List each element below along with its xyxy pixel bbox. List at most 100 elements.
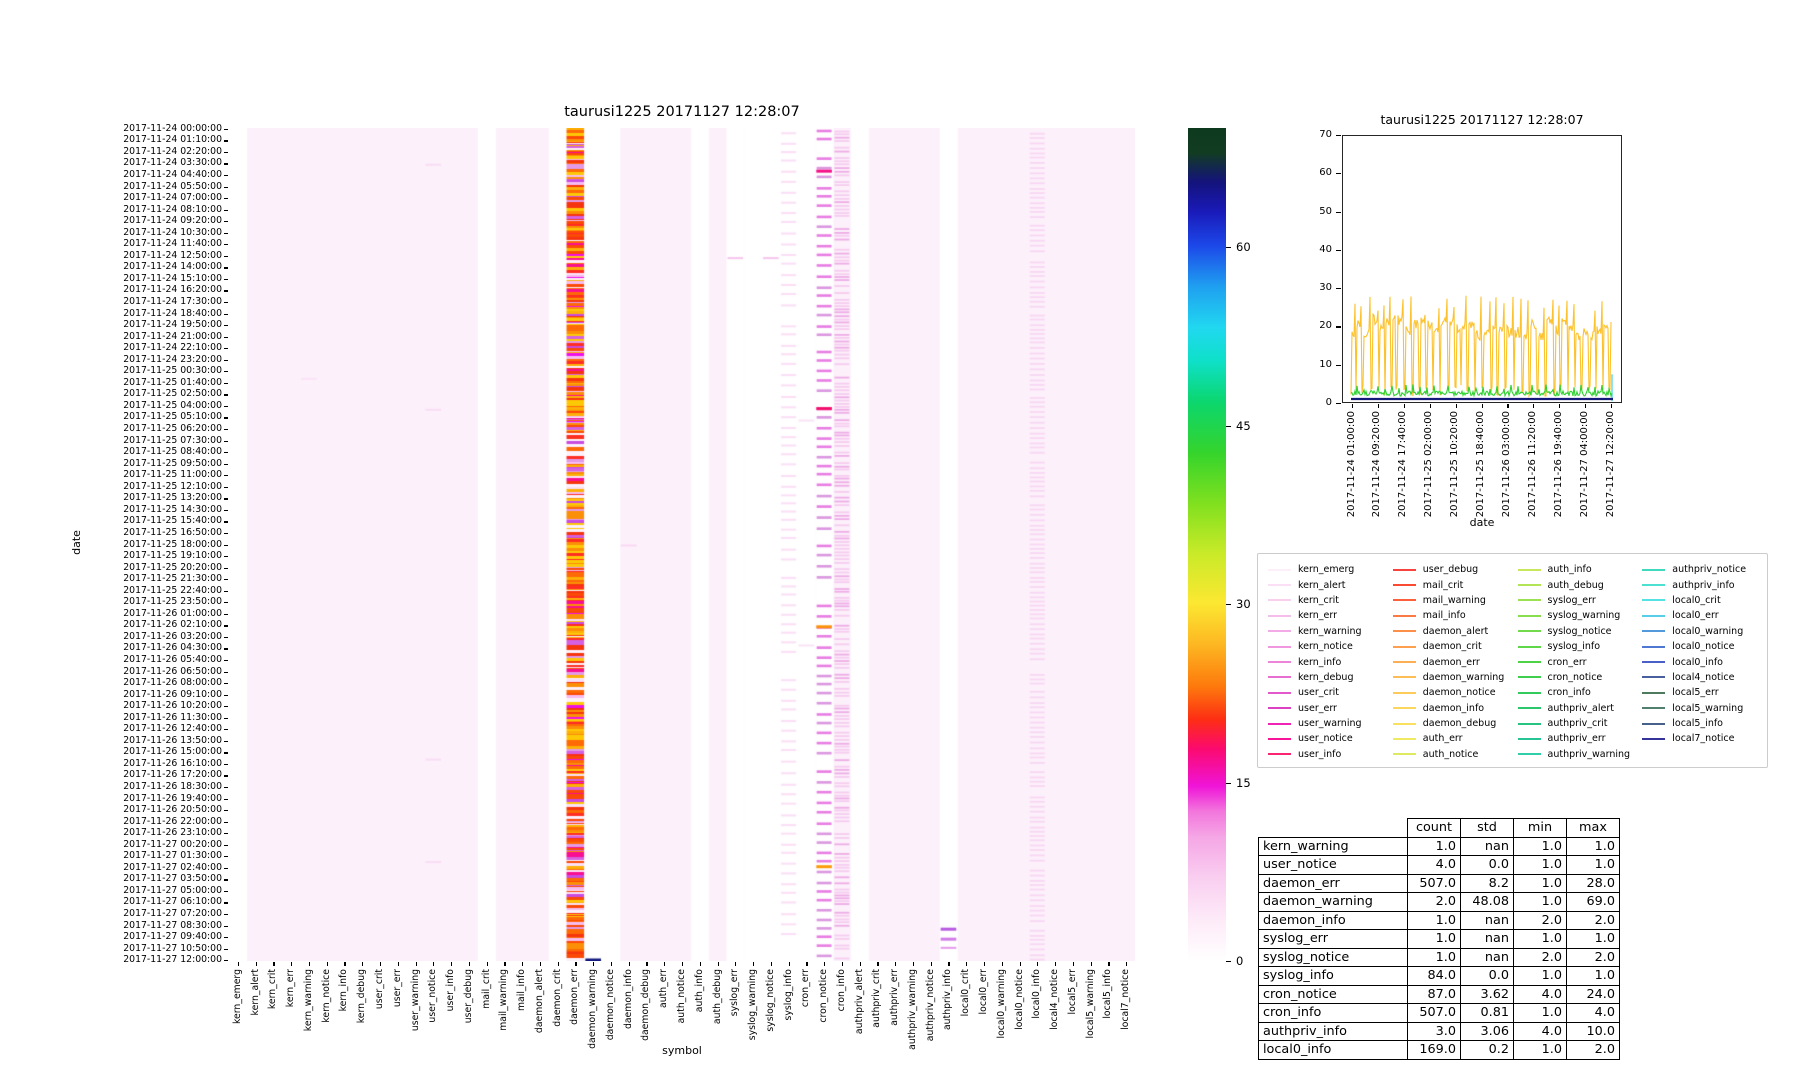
heatmap-y-tick: 2017-11-24 00:00:00 — [123, 122, 222, 134]
heatmap-y-tick: 2017-11-26 18:30:00 — [123, 780, 222, 792]
heatmap-y-tickmark — [224, 960, 228, 962]
legend-label: user_err — [1298, 702, 1337, 714]
heatmap-y-tickmark — [224, 198, 228, 200]
heatmap-x-tick: kern_crit — [267, 969, 279, 1010]
heatmap-y-tick: 2017-11-27 00:20:00 — [123, 838, 222, 850]
linechart-title: taurusi1225 20171127 12:28:07 — [1380, 112, 1584, 127]
heatmap-y-tick: 2017-11-26 05:40:00 — [123, 653, 222, 665]
linechart-x-tickmark — [1352, 404, 1354, 408]
heatmap-x-tick: mail_info — [516, 969, 528, 1012]
legend-item: kern_alert — [1268, 577, 1389, 592]
heatmap-x-tickmark — [682, 962, 684, 966]
legend-item: user_warning — [1268, 716, 1389, 731]
legend-label: user_debug — [1422, 564, 1479, 576]
legend-swatch — [1392, 707, 1416, 710]
heatmap-x-tick: syslog_info — [782, 969, 794, 1021]
linechart-x-tick: 2017-11-27 12:20:00 — [1604, 411, 1616, 518]
heatmap-y-tickmark — [224, 452, 228, 454]
legend-label: user_warning — [1298, 718, 1362, 730]
stats-cell: 1.0 — [1513, 892, 1567, 912]
legend-swatch — [1642, 737, 1666, 740]
heatmap-x-tickmark — [539, 962, 542, 966]
heatmap-x-tickmark — [966, 962, 968, 966]
heatmap-x-tick: auth_notice — [676, 969, 687, 1024]
heatmap-y-tickmark — [224, 683, 228, 685]
legend-swatch — [1517, 691, 1541, 694]
legend-item: local0_crit — [1642, 593, 1763, 608]
heatmap-y-tick: 2017-11-24 17:30:00 — [123, 296, 222, 308]
stats-header-row: count std min max — [1258, 818, 1620, 838]
legend-label: authpriv_info — [1672, 579, 1735, 591]
heatmap-x-tick: kern_emerg — [231, 969, 243, 1025]
legend-label: syslog_warning — [1547, 610, 1621, 622]
legend-item: authpriv_err — [1517, 731, 1639, 746]
heatmap-y-tick: 2017-11-26 04:30:00 — [123, 642, 222, 654]
legend-label: mail_crit — [1422, 579, 1464, 591]
heatmap-y-tickmark — [224, 163, 228, 165]
legend-swatch — [1517, 645, 1541, 648]
series-line — [1350, 295, 1612, 398]
heatmap-y-tickmark — [224, 671, 228, 673]
stats-cell: 24.0 — [1566, 984, 1620, 1004]
heatmap-x-tick: local0_notice — [1013, 969, 1025, 1030]
colorbar-tick-label: 0 — [1236, 954, 1244, 968]
stats-cell: nan — [1460, 929, 1514, 949]
heatmap-x-tick: user_crit — [374, 969, 385, 1010]
heatmap-y-tick: 2017-11-26 12:40:00 — [123, 723, 222, 735]
heatmap-x-tickmark — [841, 962, 844, 966]
heatmap-x-tickmark — [468, 962, 470, 966]
linechart-y-tickmark — [1336, 403, 1341, 405]
heatmap-y-tickmark — [224, 371, 228, 373]
legend-label: user_info — [1298, 748, 1342, 760]
heatmap-y-tick: 2017-11-27 01:30:00 — [123, 850, 222, 862]
table-row: syslog_notice 1.0 nan 2.0 2.0 — [1258, 947, 1620, 967]
linechart-y-tickmark — [1336, 249, 1341, 252]
legend-label: cron_err — [1547, 656, 1587, 668]
heatmap-y-tick: 2017-11-26 17:20:00 — [123, 769, 222, 781]
legend-item: local7_notice — [1642, 731, 1763, 746]
linechart-y-tick: 20 — [1319, 320, 1332, 332]
linechart-y-tick: 70 — [1319, 129, 1332, 140]
stats-cell: 4.0 — [1513, 1021, 1567, 1041]
heatmap-x-tick: authpriv_err — [889, 969, 901, 1026]
colorbar-tick-label: 15 — [1236, 775, 1251, 790]
stats-header-cell: min — [1513, 818, 1567, 838]
heatmap-y-tickmark — [224, 902, 228, 904]
heatmap-x-tick: local4_notice — [1049, 969, 1061, 1030]
linechart-x-tick: 2017-11-25 10:20:00 — [1449, 411, 1461, 518]
heatmap-y-tick: 2017-11-27 06:10:00 — [123, 896, 222, 908]
heatmap-x-tick: cron_info — [835, 969, 847, 1012]
heatmap-x-tickmark — [237, 962, 240, 966]
heatmap-x-tick: kern_warning — [302, 969, 314, 1032]
legend-swatch — [1517, 676, 1541, 679]
legend-label: local5_warning — [1672, 702, 1744, 714]
heatmap-y-tickmark — [224, 509, 228, 512]
table-row: cron_notice 87.0 3.62 4.0 24.0 — [1258, 984, 1620, 1004]
heatmap-x-tick: syslog_notice — [764, 969, 776, 1032]
heatmap-y-tickmark — [224, 948, 228, 950]
stats-cell: daemon_err — [1258, 873, 1408, 893]
heatmap-x-tick: syslog_warning — [747, 969, 759, 1041]
heatmap-x-tickmark — [1108, 962, 1110, 966]
heatmap-y-tick: 2017-11-24 01:10:00 — [123, 134, 222, 146]
heatmap-y-tick: 2017-11-25 12:10:00 — [123, 480, 222, 492]
stats-cell: 1.0 — [1407, 929, 1461, 949]
heatmap-x-tick: user_err — [391, 969, 403, 1008]
heatmap-y-tickmark — [224, 429, 228, 431]
legend-label: syslog_notice — [1547, 625, 1612, 637]
linechart-x-tickmark — [1403, 404, 1405, 408]
heatmap-y-tick: 2017-11-25 16:50:00 — [123, 526, 222, 538]
heatmap-y-tick: 2017-11-24 11:40:00 — [123, 238, 222, 250]
legend-swatch — [1642, 630, 1666, 633]
legend-swatch — [1642, 568, 1666, 571]
linechart-y-tick: 0 — [1325, 397, 1332, 408]
heatmap-x-tickmark — [451, 962, 453, 966]
stats-cell: daemon_info — [1258, 910, 1408, 930]
heatmap-x-tick: local0_err — [978, 969, 989, 1015]
heatmap-x-tick: daemon_notice — [604, 969, 616, 1041]
legend-item: syslog_info — [1517, 639, 1639, 654]
legend-label: authpriv_warning — [1547, 748, 1631, 760]
heatmap-y-tickmark — [224, 209, 228, 211]
legend-item: kern_info — [1268, 654, 1389, 669]
colorbar-tick-label: 45 — [1236, 418, 1251, 433]
